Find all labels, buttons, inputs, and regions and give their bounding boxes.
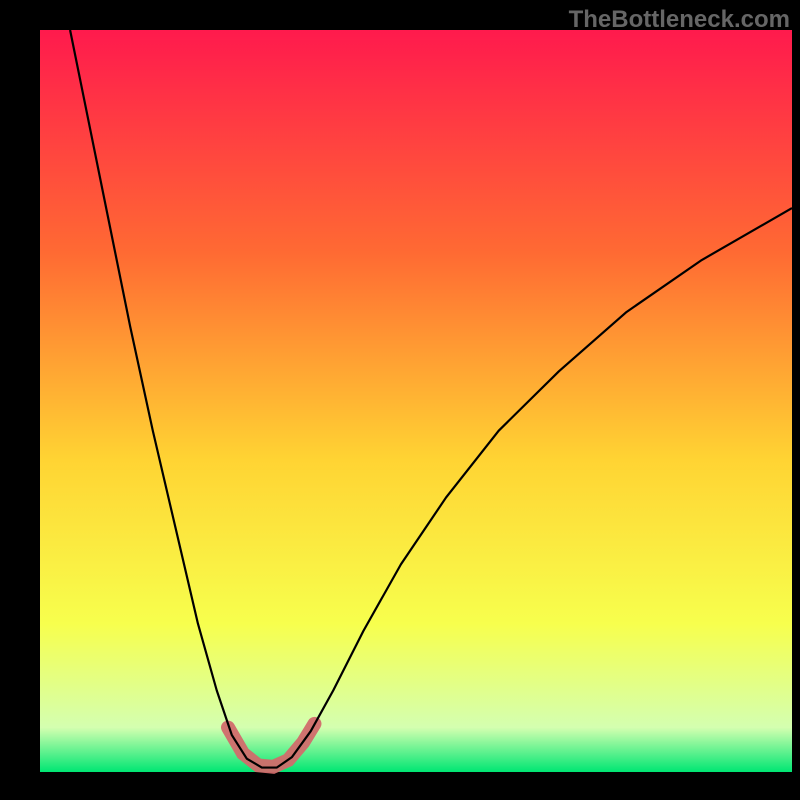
watermark-text: TheBottleneck.com	[569, 6, 790, 34]
curve-svg	[40, 30, 792, 772]
bottleneck-curve	[70, 30, 792, 768]
plot-area	[40, 30, 792, 772]
chart-canvas: TheBottleneck.com	[0, 0, 800, 800]
